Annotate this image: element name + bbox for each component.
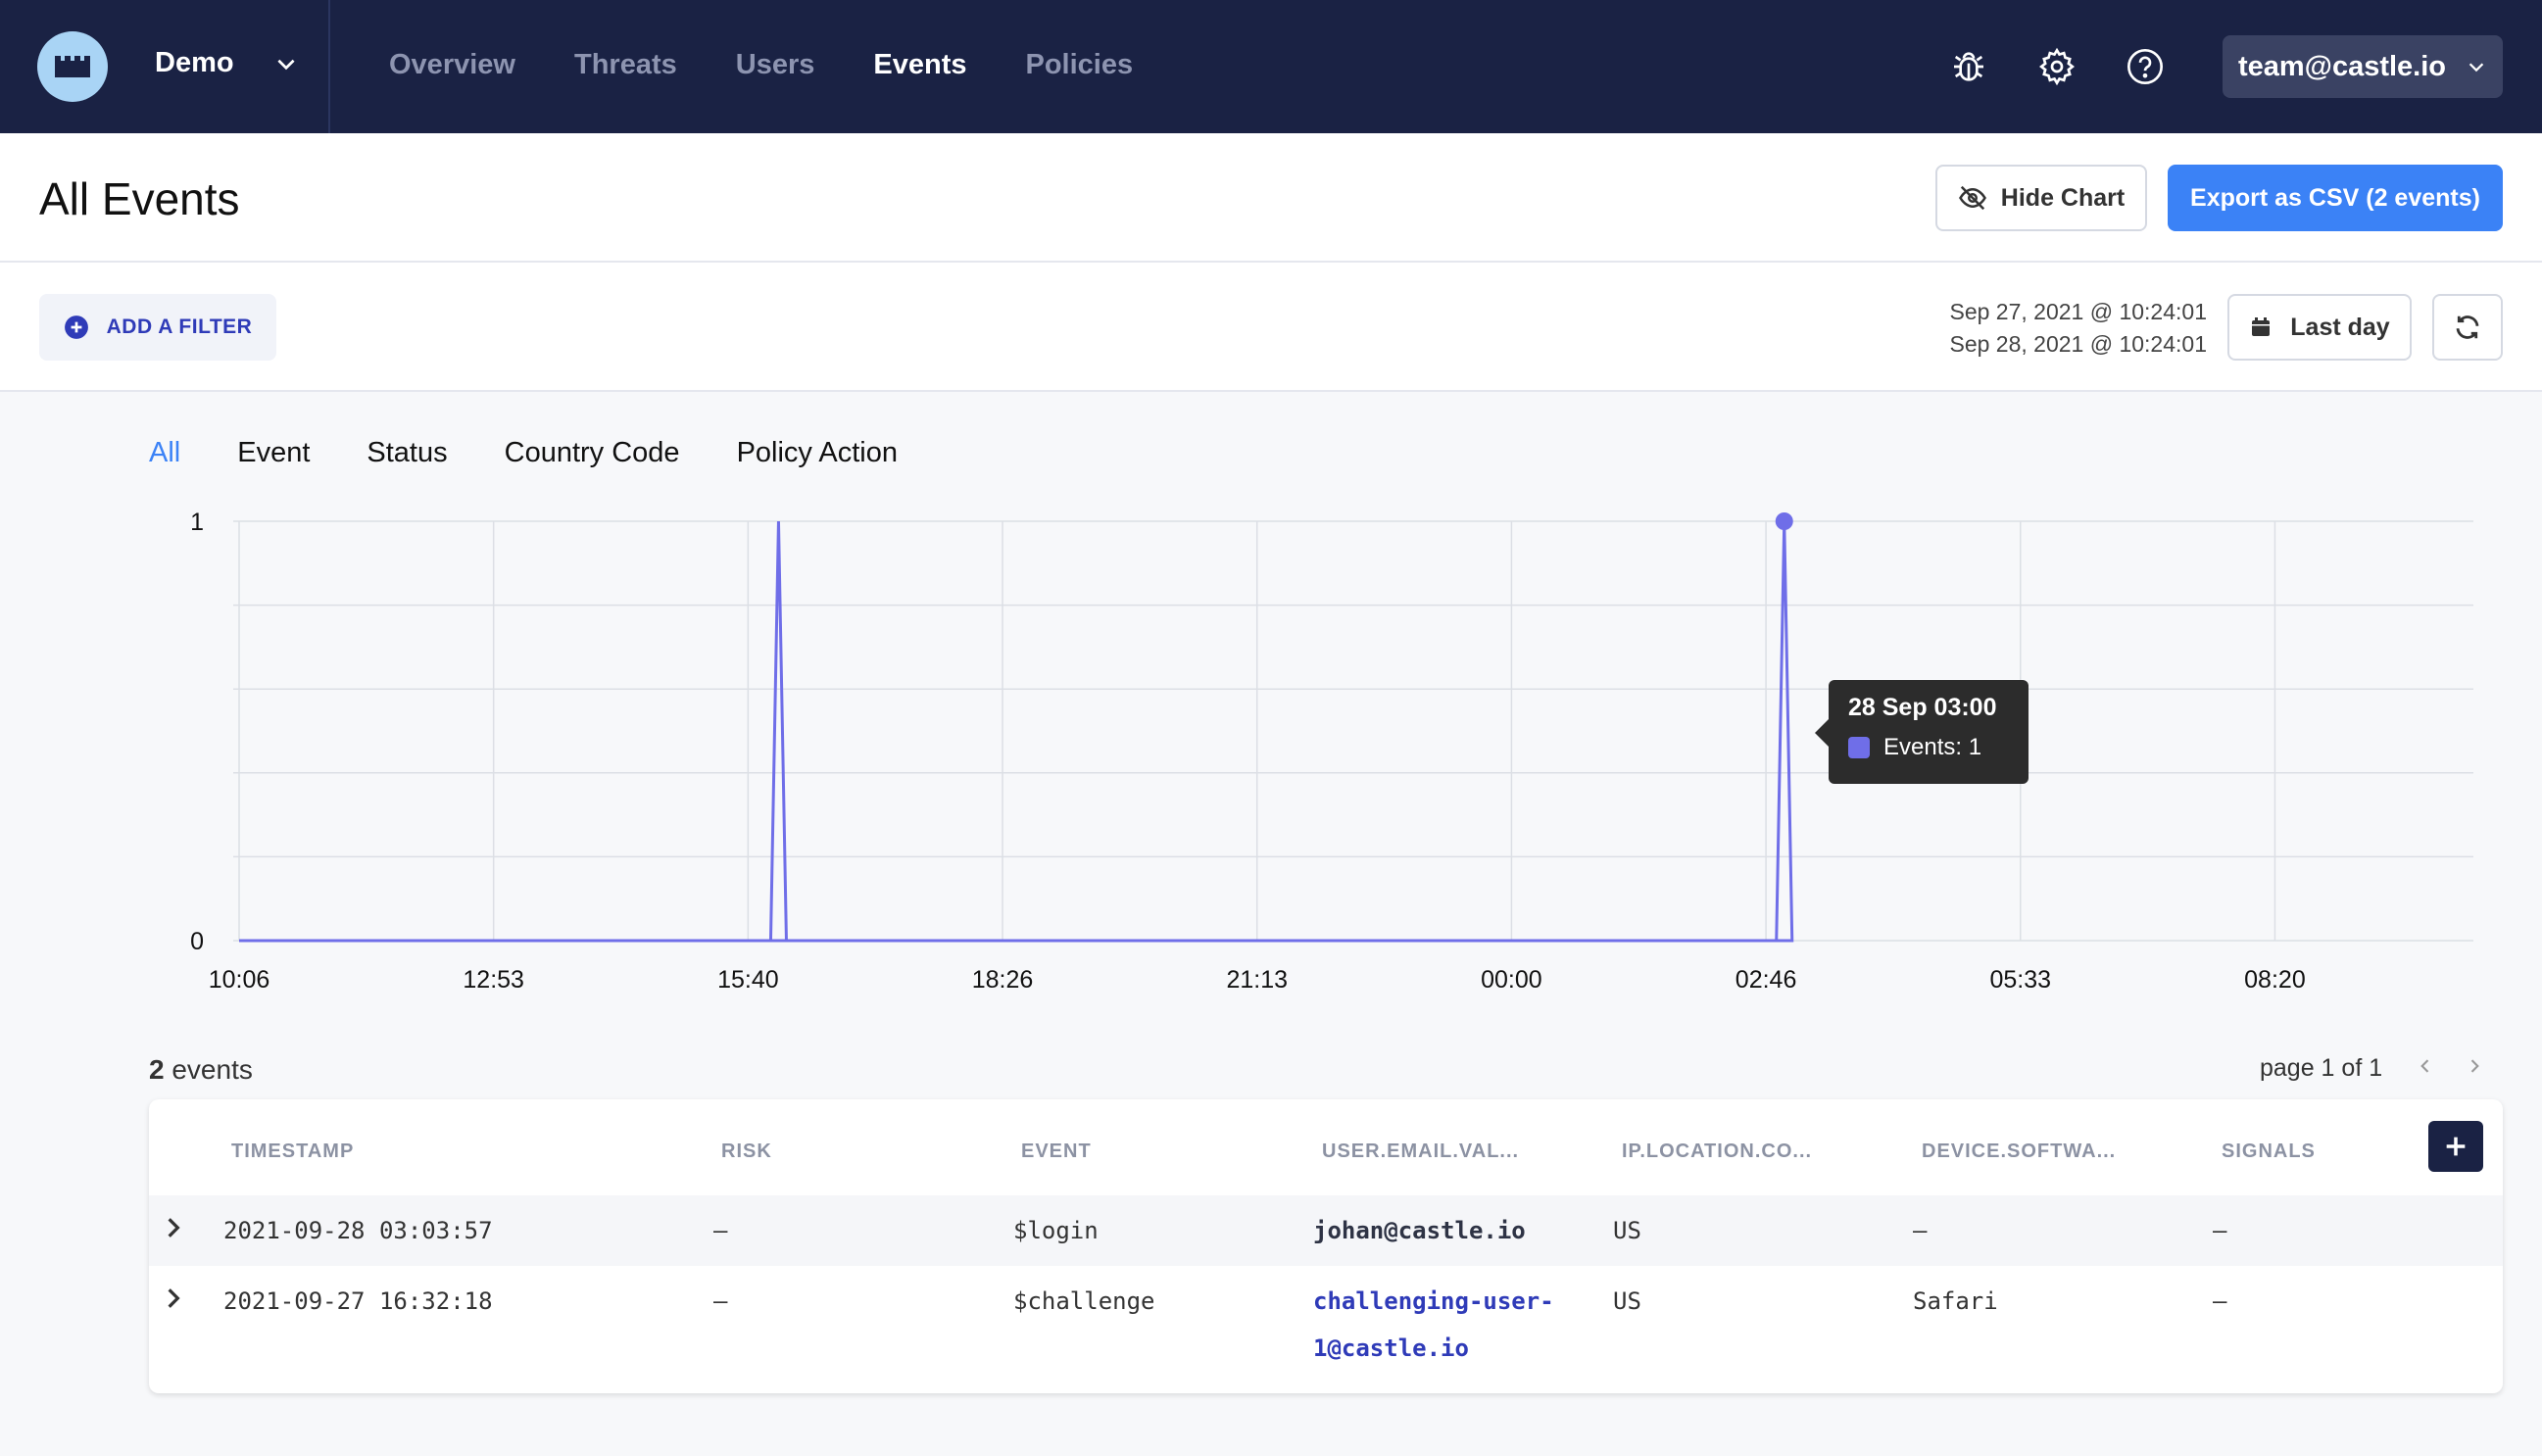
cell-email-line2[interactable]: 1@castle.io	[1313, 1335, 1469, 1362]
page-title: All Events	[39, 173, 240, 224]
events-count-suffix: events	[171, 1054, 253, 1085]
org-switcher[interactable]: Demo	[155, 47, 299, 79]
tab-event[interactable]: Event	[237, 437, 311, 468]
tab-country-code[interactable]: Country Code	[504, 437, 680, 468]
col-timestamp[interactable]: TIMESTAMP	[231, 1141, 355, 1162]
pagination: page 1 of 1	[2260, 1054, 2484, 1083]
page-header: All Events Hide Chart Export as CSV (2 e…	[0, 133, 2542, 263]
castle-icon	[55, 56, 90, 77]
hide-chart-button[interactable]: Hide Chart	[1935, 165, 2147, 231]
hide-chart-label: Hide Chart	[2000, 183, 2126, 212]
plus-icon	[2446, 1137, 2466, 1156]
top-navbar: Demo Overview Threats Users Events Polic…	[0, 0, 2542, 133]
col-ip-location[interactable]: IP.LOCATION.CO...	[1622, 1141, 1813, 1162]
x-tick-label: 15:40	[717, 966, 779, 994]
x-tick-label: 21:13	[1226, 966, 1288, 994]
eye-slash-icon	[1958, 185, 1986, 211]
cell-device: Safari	[1913, 1287, 1998, 1315]
add-filter-label: ADD A FILTER	[106, 315, 253, 338]
x-tick-label: 00:00	[1481, 966, 1542, 994]
account-email: team@castle.io	[2237, 50, 2447, 82]
cell-risk: –	[713, 1217, 728, 1244]
table-row[interactable]: 2021-09-28 03:03:57 – $login johan@castl…	[149, 1195, 2503, 1266]
events-chart: 10:06 12:53 15:40 18:26 21:13 00:00 02:46 05:33…	[190, 509, 2473, 994]
col-user-email[interactable]: USER.EMAIL.VAL...	[1322, 1141, 1520, 1162]
add-filter-button[interactable]: ADD A FILTER	[39, 294, 276, 361]
chevron-down-icon	[277, 59, 295, 70]
tooltip-swatch	[1848, 737, 1870, 758]
page-label: page 1 of 1	[2260, 1054, 2383, 1082]
events-count-number: 2	[149, 1054, 165, 1085]
x-tick-label: 05:33	[1989, 966, 2051, 994]
filter-bar: ADD A FILTER Sep 27, 2021 @ 10:24:01 Sep…	[0, 263, 2542, 392]
castle-logo[interactable]	[37, 31, 108, 102]
tooltip-title: 28 Sep 03:00	[1848, 694, 1997, 721]
events-count: 2 events	[149, 1054, 253, 1086]
nav-divider	[328, 0, 330, 133]
cell-timestamp: 2021-09-28 03:03:57	[223, 1217, 493, 1244]
tab-policy-action[interactable]: Policy Action	[736, 437, 898, 468]
col-signals[interactable]: SIGNALS	[2222, 1141, 2316, 1162]
plus-circle-icon	[64, 315, 88, 339]
nav-users[interactable]: Users	[735, 49, 815, 80]
range-end: Sep 28, 2021 @ 10:24:01	[1949, 331, 2207, 357]
cell-device: –	[1913, 1217, 1928, 1244]
y-tick-label: 0	[190, 928, 204, 955]
table-row[interactable]: 2021-09-27 16:32:18 – $challenge challen…	[149, 1266, 2503, 1393]
x-tick-label: 08:20	[2244, 966, 2306, 994]
calendar-icon	[2252, 317, 2271, 336]
series-line	[239, 520, 1794, 943]
account-menu[interactable]: team@castle.io	[2223, 35, 2503, 98]
table-header: TIMESTAMP RISK EVENT USER.EMAIL.VAL... I…	[149, 1099, 2503, 1195]
help-icon[interactable]	[2122, 43, 2169, 90]
refresh-button[interactable]	[2432, 294, 2503, 361]
cell-country: US	[1613, 1287, 1641, 1315]
chevron-right-icon[interactable]	[161, 1286, 186, 1311]
bug-icon[interactable]	[1945, 43, 1992, 90]
next-page-icon[interactable]	[2465, 1054, 2484, 1083]
export-csv-button[interactable]: Export as CSV (2 events)	[2168, 165, 2503, 231]
chart-tooltip: 28 Sep 03:00 Events: 1	[1815, 680, 2029, 784]
cell-signals: –	[2213, 1287, 2227, 1315]
cell-email[interactable]: johan@castle.io	[1313, 1217, 1526, 1244]
chart-tabs: All Event Status Country Code Policy Act…	[149, 437, 898, 469]
gear-icon[interactable]	[2033, 43, 2080, 90]
cell-country: US	[1613, 1217, 1641, 1244]
cell-signals: –	[2213, 1217, 2227, 1244]
x-tick-label: 02:46	[1735, 966, 1797, 994]
top-icons	[1945, 43, 2169, 90]
y-tick-label: 1	[190, 509, 204, 536]
cell-risk: –	[713, 1287, 728, 1315]
nav-events[interactable]: Events	[873, 49, 967, 80]
cell-email[interactable]: challenging-user-	[1313, 1287, 1554, 1315]
period-selector[interactable]: Last day	[2227, 294, 2412, 361]
x-tick-label: 10:06	[209, 966, 270, 994]
cell-timestamp: 2021-09-27 16:32:18	[223, 1287, 493, 1315]
cell-event: $challenge	[1013, 1287, 1155, 1315]
chevron-right-icon[interactable]	[161, 1215, 186, 1240]
data-point	[1775, 512, 1793, 530]
main-nav: Overview Threats Users Events Policies	[389, 49, 1133, 81]
cell-event: $login	[1013, 1217, 1099, 1244]
refresh-icon	[2456, 315, 2479, 339]
col-device-software[interactable]: DEVICE.SOFTWA...	[1922, 1141, 2117, 1162]
tab-all[interactable]: All	[149, 437, 181, 468]
nav-threats[interactable]: Threats	[573, 49, 677, 80]
period-label: Last day	[2290, 313, 2390, 341]
col-risk[interactable]: RISK	[721, 1141, 772, 1162]
range-start: Sep 27, 2021 @ 10:24:01	[1949, 299, 2207, 324]
nav-policies[interactable]: Policies	[1025, 49, 1134, 80]
x-tick-label: 18:26	[972, 966, 1034, 994]
tab-status[interactable]: Status	[367, 437, 448, 468]
nav-overview[interactable]: Overview	[389, 49, 515, 80]
col-event[interactable]: EVENT	[1021, 1141, 1092, 1162]
add-column-button[interactable]	[2428, 1121, 2483, 1172]
date-range: Sep 27, 2021 @ 10:24:01 Sep 28, 2021 @ 1…	[1921, 296, 2207, 361]
prev-page-icon[interactable]	[2416, 1054, 2435, 1083]
x-tick-label: 12:53	[463, 966, 524, 994]
events-table: TIMESTAMP RISK EVENT USER.EMAIL.VAL... I…	[149, 1099, 2503, 1393]
chevron-down-icon	[2469, 63, 2484, 73]
tooltip-label: Events: 1	[1883, 734, 1982, 760]
org-name: Demo	[155, 47, 234, 78]
